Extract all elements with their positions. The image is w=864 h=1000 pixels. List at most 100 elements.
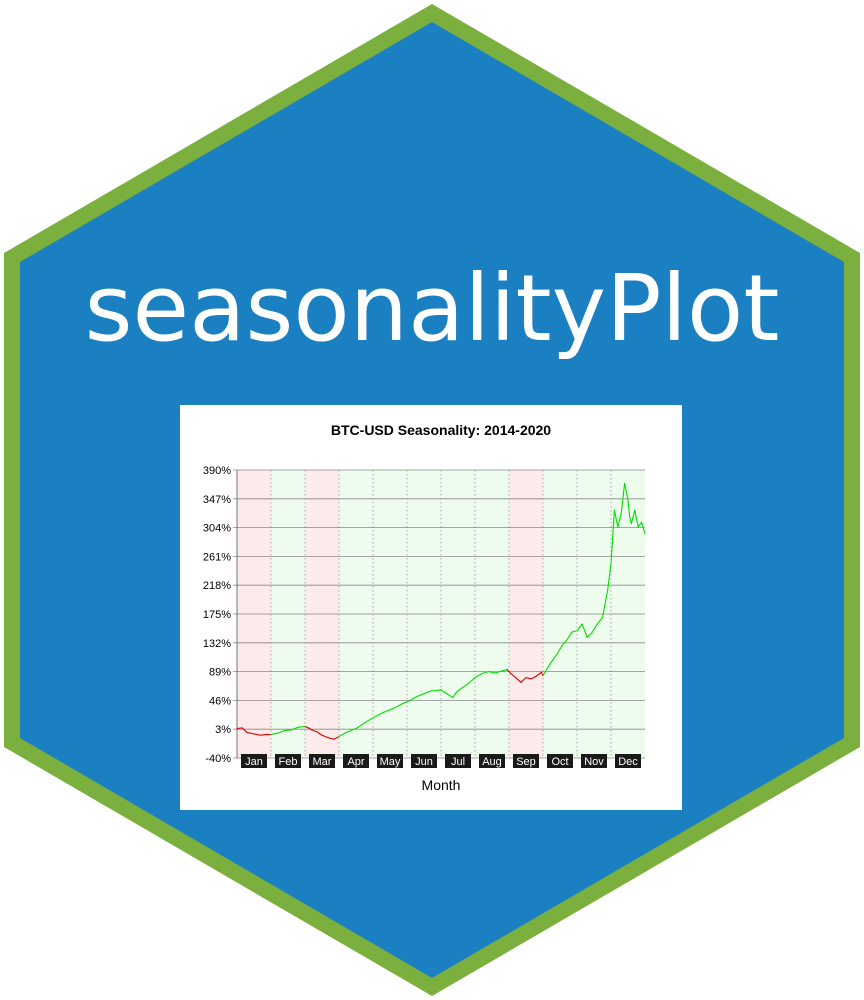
series-segment — [549, 654, 558, 665]
month-label-oct: Oct — [551, 756, 568, 768]
month-label-box — [445, 754, 471, 768]
series-segment — [630, 509, 636, 525]
grid-lines — [233, 469, 645, 759]
series-segment — [345, 727, 357, 734]
series-segment — [328, 737, 335, 740]
month-label-mar: Mar — [313, 756, 332, 768]
month-label-box — [377, 754, 403, 768]
series-segment — [403, 699, 411, 704]
month-label-feb: Feb — [279, 756, 298, 768]
series-segment — [304, 725, 309, 729]
month-label-dec: Dec — [618, 756, 638, 768]
series-segment — [270, 732, 279, 736]
month-label-box — [309, 754, 335, 768]
month-label-box — [411, 754, 437, 768]
series-segment — [627, 499, 631, 518]
seasonality-line — [236, 482, 646, 740]
series-segment — [355, 721, 367, 730]
month-label-jul: Jul — [451, 756, 465, 768]
series-segment — [316, 731, 323, 736]
logo-title: seasonalityPlot — [85, 255, 780, 362]
y-tick-label: 218% — [203, 580, 231, 592]
series-segment — [467, 677, 476, 685]
month-label-box — [275, 754, 301, 768]
month-label-box — [343, 754, 369, 768]
series-segment — [284, 729, 292, 732]
series-segment — [494, 670, 503, 674]
y-tick-label: 304% — [203, 523, 231, 535]
y-tick-label: 3% — [215, 724, 231, 736]
series-segment — [556, 645, 563, 656]
month-label-box — [547, 754, 573, 768]
series-segment — [620, 482, 626, 515]
series-segment — [613, 509, 619, 528]
y-tick-labels: -40% 3% 46% 89% 132% 175% 218% 261% 304% 347% 390% — [203, 465, 231, 765]
month-labels: Jan Feb Mar Apr May Jun Jul Aug Sep Oct Nov Dec — [241, 754, 641, 768]
month-label-sep: Sep — [516, 756, 536, 768]
series-segment — [260, 734, 267, 736]
month-label-jan: Jan — [245, 756, 263, 768]
series-segment — [416, 693, 425, 697]
series-segment — [253, 733, 262, 736]
month-label-nov: Nov — [584, 756, 604, 768]
series-segment — [452, 691, 457, 699]
series-segment — [634, 509, 639, 528]
series-segment — [501, 669, 508, 672]
series-segment — [576, 623, 583, 632]
series-segment — [321, 734, 330, 739]
x-axis-label: Month — [422, 777, 461, 793]
series-segment — [591, 623, 598, 633]
series-segment — [617, 512, 622, 528]
series-segment — [455, 687, 462, 693]
series-segment — [365, 717, 374, 723]
y-tick-label: 175% — [203, 609, 231, 621]
series-segment — [423, 690, 432, 695]
series-segment — [566, 631, 573, 641]
series-segment — [241, 727, 248, 734]
series-segment — [297, 725, 306, 728]
series-segment — [290, 726, 299, 731]
chart-title: BTC-USD Seasonality: 2014-2020 — [331, 422, 551, 438]
series-segment — [307, 727, 313, 731]
series-segment — [437, 689, 442, 691]
series-segment — [596, 616, 604, 625]
series-segment — [488, 671, 496, 674]
series-segment — [515, 677, 522, 683]
series-segment — [338, 731, 347, 738]
series-segment — [581, 623, 588, 638]
y-tick-label: -40% — [205, 753, 231, 765]
series-segment — [561, 639, 568, 647]
series-segment — [440, 689, 449, 695]
month-label-may: May — [380, 756, 401, 768]
series-segment — [474, 673, 483, 679]
series-segment — [610, 536, 614, 565]
series-segment — [641, 521, 646, 535]
series-segment — [612, 509, 615, 538]
series-segment — [520, 677, 527, 683]
series-segment — [525, 677, 532, 680]
series-segment — [586, 631, 593, 638]
series-segment — [392, 702, 405, 709]
month-label-box — [615, 754, 641, 768]
y-tick-label: 46% — [209, 695, 231, 707]
series-segment — [607, 563, 612, 592]
series-segment — [333, 736, 340, 740]
series-segment — [430, 689, 439, 692]
series-segment — [637, 521, 643, 528]
y-tick-label: 89% — [209, 667, 231, 679]
month-label-box — [513, 754, 539, 768]
y-tick-label: 390% — [203, 465, 231, 477]
y-tick-label: 347% — [203, 494, 231, 506]
series-segment — [535, 671, 542, 677]
series-segment — [409, 695, 418, 701]
month-label-apr: Apr — [347, 756, 364, 768]
y-tick-label: 261% — [203, 551, 231, 563]
month-label-aug: Aug — [482, 756, 502, 768]
series-segment — [311, 729, 318, 733]
series-segment — [382, 707, 394, 714]
month-label-box — [241, 754, 267, 768]
month-label-box — [479, 754, 505, 768]
series-segment — [571, 630, 578, 633]
y-tick-label: 132% — [203, 638, 231, 650]
